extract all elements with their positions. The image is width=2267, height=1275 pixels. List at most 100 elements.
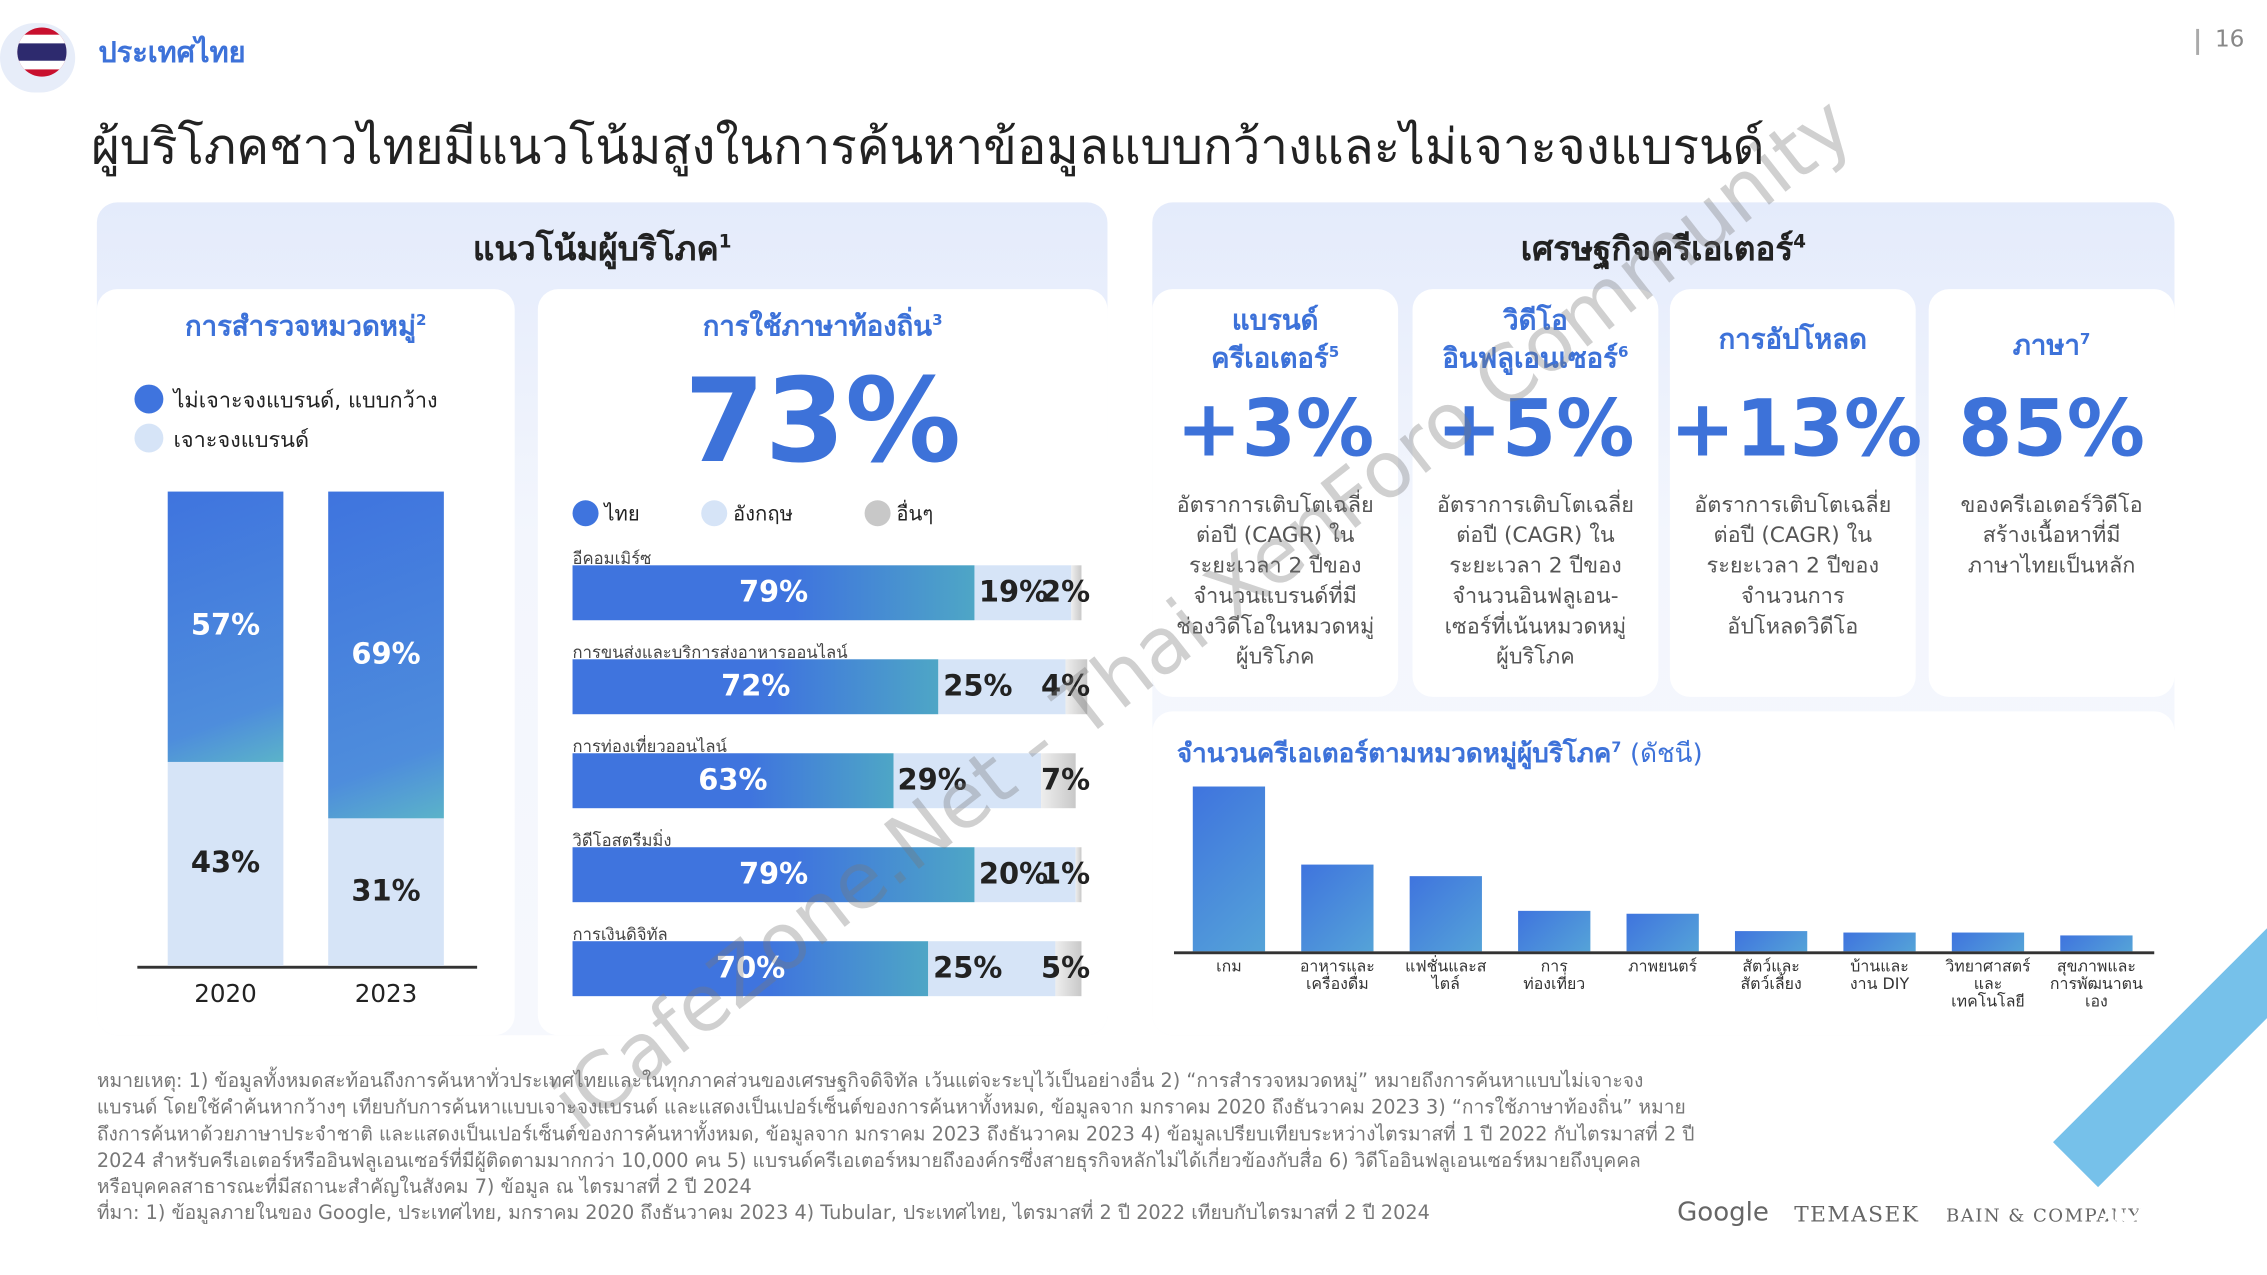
value-label: 31% xyxy=(351,873,421,909)
bar xyxy=(1518,910,1591,952)
x-tick-label: การ ท่องเที่ยว xyxy=(1523,957,1586,994)
value-label: 43% xyxy=(190,845,261,880)
flag xyxy=(0,23,76,93)
stat-value: 85% xyxy=(1958,383,2146,475)
page-separator xyxy=(2196,28,2200,55)
category-label: อีคอมเมิร์ซ xyxy=(572,547,652,569)
value-label: 79% xyxy=(738,573,809,609)
bar xyxy=(2060,934,2133,952)
x-tick-label: เกม xyxy=(1216,957,1242,976)
bar-segment xyxy=(1055,941,1082,997)
stat-description: ของครีเอเตอร์วิดีโอ สร้างเนื้อหาที่มี ภา… xyxy=(1960,491,2143,579)
bar-segment xyxy=(167,761,284,966)
legend-marker xyxy=(134,384,164,414)
bar-segment xyxy=(572,941,929,997)
x-tick-label: แฟชั่นและส ไตล์ xyxy=(1405,957,1487,994)
card xyxy=(1669,289,1916,697)
panel-title-text: เศรษฐกิจครีเอเตอร์ xyxy=(1520,231,1794,269)
footnote-line: หมายเหตุ: 1) ข้อมูลทั้งหมดสะท้อนถึงการค้… xyxy=(96,1071,1644,1094)
bar xyxy=(1301,863,1374,952)
bar-segment xyxy=(572,565,975,621)
bar xyxy=(1626,913,1699,952)
footnote-ref: 1 xyxy=(718,230,732,253)
bar-segment xyxy=(572,847,975,903)
source-line: ที่มา: 1) ข้อมูลภายในของ Google, ประเทศไ… xyxy=(96,1202,1430,1225)
legend-label: อื่นๆ xyxy=(896,503,934,527)
stat-value: +13% xyxy=(1669,383,1923,475)
value-label: 5% xyxy=(1040,949,1091,985)
footnote-line: 2024 สำหรับครีเอเตอร์หรืออินฟลูเอนเซอร์ท… xyxy=(96,1150,1641,1173)
chart-subtitle: (ดัชนี) xyxy=(1629,738,1703,770)
value-label: 69% xyxy=(351,636,421,672)
page-number: 16 xyxy=(2214,24,2245,53)
category-label: การขนส่งและบริการส่งอาหารออนไลน์ xyxy=(572,641,848,663)
baseline xyxy=(137,965,478,969)
bar-segment xyxy=(893,753,1041,809)
bar-segment xyxy=(572,659,939,715)
x-tick-label: อาหารและ เครื่องดื่ม xyxy=(1299,957,1375,994)
bar-segment xyxy=(1066,659,1087,715)
country-label: ประเทศไทย xyxy=(98,34,246,70)
panel-title: เศรษฐกิจครีเอเตอร์4 xyxy=(1152,224,2174,276)
footnote-line: หรือบุคคลสาธารณะที่มีสถานะสำคัญในสังคม 7… xyxy=(96,1177,752,1199)
value-label: 57% xyxy=(190,607,261,643)
bar-segment xyxy=(1071,565,1082,621)
bar-segment xyxy=(1076,847,1082,903)
value-label: 70% xyxy=(716,949,786,985)
stat-label: แบรนด์ ครีเอเตอร์5 xyxy=(1152,305,1398,375)
x-tick-label: 2023 xyxy=(354,980,418,1010)
chart-title-text: จำนวนครีเอเตอร์ตามหมวดหมู่ผู้บริโภค xyxy=(1176,738,1612,770)
footnote-ref: 3 xyxy=(932,311,943,330)
legend-marker xyxy=(701,500,728,527)
value-label: 63% xyxy=(698,761,768,797)
baseline xyxy=(1173,951,2155,955)
bar xyxy=(1409,875,1482,952)
stat-label: วิดีโอ อินฟลูเอนเซอร์6 xyxy=(1413,305,1659,375)
legend-marker xyxy=(572,500,599,527)
footnote-ref: 5 xyxy=(1328,344,1340,362)
stat-label: การอัปโหลด xyxy=(1670,324,1916,356)
slide-title: ผู้บริโภคชาวไทยมีแนวโน้มสูงในการค้นหาข้อ… xyxy=(91,118,1765,177)
bar-segment xyxy=(974,565,1072,621)
x-tick-label: วิทยาศาสตร์ และ เทคโนโลยี xyxy=(1945,957,2031,1011)
footnote-line: ถึงการค้นหาด้วยภาษาประจำชาติ และแสดงเป็น… xyxy=(96,1124,1695,1146)
value-label: 29% xyxy=(897,761,967,797)
footnote-line: แบรนด์ โดยใช้คำค้นหากว้างๆ เทียบกับการค้… xyxy=(96,1097,1686,1120)
x-tick-label: สุขภาพและ การพัฒนาตน เอง xyxy=(2049,957,2143,1011)
logo-bain: BAIN & COMPANY xyxy=(1946,1204,2142,1227)
value-label: 25% xyxy=(933,949,1003,985)
bar-segment xyxy=(928,941,1056,997)
card xyxy=(1412,289,1659,697)
x-tick-label: สัตว์และ สัตว์เลี้ยง xyxy=(1740,957,1802,994)
stat-label-text: ภาษา xyxy=(2012,330,2080,362)
card xyxy=(96,289,515,1036)
stat-value: +5% xyxy=(1436,383,1635,475)
x-tick-label: ภาพยนตร์ xyxy=(1628,957,1698,976)
panel-title-text: แนวโน้มผู้บริโภค xyxy=(472,231,719,269)
bar-segment xyxy=(974,847,1077,903)
value-label: 72% xyxy=(721,667,791,703)
bar xyxy=(1951,933,2025,952)
bar-segment xyxy=(328,818,444,966)
legend-label: อังกฤษ xyxy=(733,503,793,527)
chart-title: การใช้ภาษาท้องถิ่น3 xyxy=(538,305,1108,348)
footnote-ref: 7 xyxy=(1611,740,1622,757)
bar xyxy=(1192,786,1266,952)
value-label: 1% xyxy=(1040,855,1091,891)
x-tick-label: 2020 xyxy=(194,980,257,1010)
stat-label-text: แบรนด์ ครีเอเตอร์ xyxy=(1211,305,1329,375)
legend-label: ไทย xyxy=(604,503,640,527)
stat-description: อัตราการเติบโตเฉลี่ย ต่อปี (CAGR) ใน ระย… xyxy=(1694,491,1892,640)
headline-value: 73% xyxy=(684,354,962,489)
stat-label: ภาษา7 xyxy=(1929,324,2175,362)
value-label: 2% xyxy=(1040,573,1091,609)
value-label: 19% xyxy=(978,573,1049,609)
x-tick-label: บ้านและ งาน DIY xyxy=(1849,957,1910,994)
bar xyxy=(1734,931,1808,952)
chart-title-text: การสำรวจหมวดหมู่ xyxy=(185,310,417,343)
legend-label: เจาะจงแบรนด์ xyxy=(173,426,310,453)
card xyxy=(1928,289,2175,697)
chart-title: การสำรวจหมวดหมู่2 xyxy=(97,305,515,348)
chart-title: จำนวนครีเอเตอร์ตามหมวดหมู่ผู้บริโภค7 (ดัช… xyxy=(1177,732,1703,774)
